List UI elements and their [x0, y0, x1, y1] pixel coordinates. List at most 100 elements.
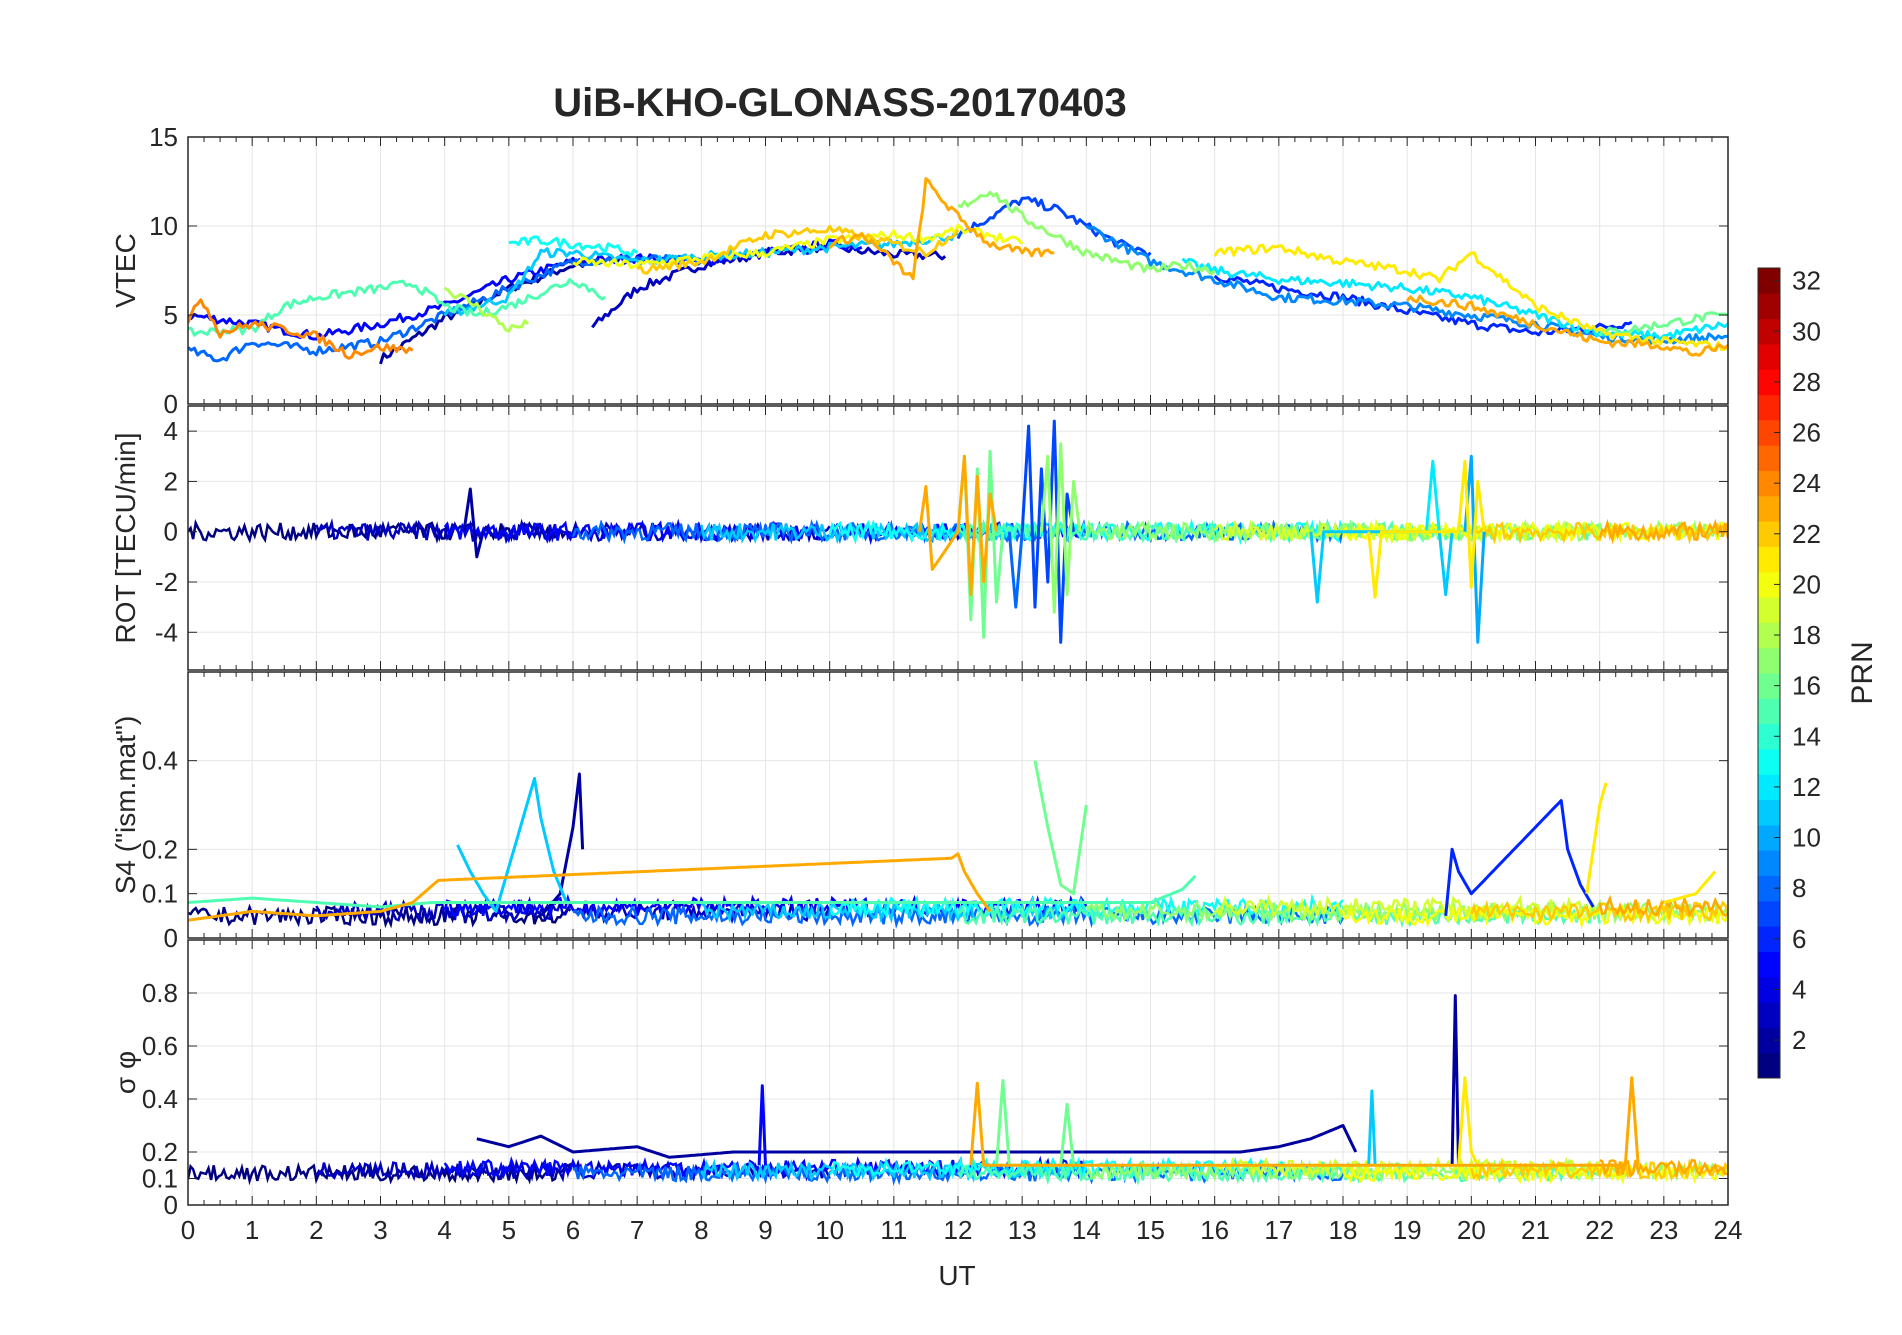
colorbar-cell [1758, 799, 1780, 826]
colorbar-cell [1758, 343, 1780, 370]
series-line-prn-7 [956, 196, 1152, 258]
series-line-prn-8 [1007, 531, 1024, 609]
baseline-trace [828, 518, 1345, 546]
y-axis-label: σ φ [110, 1051, 141, 1094]
chart-title: UiB-KHO-GLONASS-20170403 [553, 81, 1127, 125]
baseline-trace [1341, 518, 1728, 545]
x-tick-label: 13 [1008, 1215, 1037, 1245]
colorbar-cell [1758, 318, 1780, 345]
colorbar-tick-label: 14 [1792, 721, 1821, 751]
colorbar-cell [1758, 419, 1780, 446]
colorbar-tick-label: 18 [1792, 620, 1821, 650]
y-tick-label: 0.1 [142, 1164, 178, 1194]
colorbar-tick-label: 10 [1792, 823, 1821, 853]
baseline-trace [1213, 518, 1601, 546]
colorbar-tick-label: 32 [1792, 266, 1821, 296]
colorbar-cell [1758, 495, 1780, 522]
colorbar-cell [1758, 445, 1780, 471]
y-axis-label: S4 ("ism.mat") [110, 716, 141, 895]
colorbar-cell [1758, 1002, 1780, 1028]
baseline-trace [1598, 518, 1728, 545]
colorbar-tick-label: 30 [1792, 316, 1821, 346]
y-tick-label: 10 [149, 211, 178, 241]
colorbar-cell [1758, 369, 1780, 396]
series-line-prn-17 [1039, 442, 1082, 614]
x-tick-label: 19 [1393, 1215, 1422, 1245]
colorbar-cell [1758, 268, 1780, 294]
series-line-prn-21 [1367, 459, 1486, 599]
baseline-trace [700, 1158, 1088, 1184]
colorbar-cell [1758, 850, 1780, 876]
series-group [188, 419, 1728, 644]
y-tick-label: -2 [155, 567, 178, 597]
series-group [188, 994, 1728, 1187]
series-line-prn-17 [957, 190, 1216, 276]
colorbar-frame [1757, 267, 1781, 1079]
series-line-prn-13 [508, 235, 639, 258]
colorbar-tick-label: 2 [1792, 1025, 1806, 1055]
colorbar-cell [1758, 293, 1780, 320]
y-tick-label: 0.4 [142, 746, 178, 776]
x-tick-label: 14 [1072, 1215, 1101, 1245]
series-line-prn-11 [1367, 1089, 1377, 1166]
x-tick-label: 4 [437, 1215, 451, 1245]
colorbar-cell [1758, 597, 1780, 623]
series-line-prn-21 [1663, 870, 1717, 904]
x-tick-label: 20 [1457, 1215, 1486, 1245]
series-line-prn-5 [757, 1084, 767, 1166]
x-tick-label: 12 [944, 1215, 973, 1245]
series-line-prn-23 [969, 1076, 1640, 1167]
colorbar-cell [1758, 976, 1780, 1003]
y-axis-label: VTEC [110, 233, 141, 308]
y-tick-label: 0.1 [142, 879, 178, 909]
x-tick-label: 7 [630, 1215, 644, 1245]
series-group [188, 177, 1728, 365]
colorbar-label: PRN [1846, 641, 1879, 704]
baseline-trace [957, 903, 1601, 929]
x-tick-label: 6 [566, 1215, 580, 1245]
colorbar-tick-label: 28 [1792, 367, 1821, 397]
series-line-prn-23 [918, 454, 998, 597]
x-tick-label: 18 [1329, 1215, 1358, 1245]
colorbar-cell [1758, 647, 1780, 674]
x-tick-label: 2 [309, 1215, 323, 1245]
series-line-prn-20 [572, 223, 1024, 270]
panel-sigma-phi: 00.10.20.40.60.8σ φ0 1 2 3 4 5 6 7 8 9 10 11 12 13 14 1… [110, 939, 1743, 1245]
x-tick-label: 17 [1264, 1215, 1293, 1245]
colorbar-tick-label: 6 [1792, 924, 1806, 954]
series-line-prn-21 [1213, 243, 1728, 352]
panel-rot: -4 -2 0 2 4 ROT [TECU/min] [110, 405, 1729, 671]
y-axis-label: ROT [TECU/min] [110, 432, 141, 643]
x-tick-label: 8 [694, 1215, 708, 1245]
y-tick-label: 0.8 [142, 978, 178, 1008]
series-line-prn-2 [1450, 994, 1460, 1166]
y-tick-label: 0 [164, 389, 178, 419]
series-line-prn-23 [1406, 294, 1728, 357]
x-tick-label: 15 [1136, 1215, 1165, 1245]
x-tick-label: 5 [502, 1215, 516, 1245]
series-line-prn-2 [462, 487, 485, 559]
y-tick-label: 0.2 [142, 834, 178, 864]
x-axis-label: UT [938, 1260, 975, 1291]
colorbar-tick-label: 12 [1792, 772, 1821, 802]
colorbar-cell [1758, 926, 1780, 952]
x-tick-label: 24 [1714, 1215, 1743, 1245]
colorbar-tick-label: 8 [1792, 873, 1806, 903]
colorbar-tick-label: 16 [1792, 671, 1821, 701]
colorbar-tick-label: 20 [1792, 569, 1821, 599]
x-tick-label: 16 [1200, 1215, 1229, 1245]
series-line-prn-21 [1585, 782, 1608, 894]
y-tick-label: 4 [164, 416, 178, 446]
colorbar-cell [1758, 521, 1780, 547]
colorbar-cell [1758, 394, 1780, 421]
series-line-prn-22 [636, 224, 960, 275]
y-tick-label: 0.2 [142, 1137, 178, 1167]
series-line-prn-6 [1444, 799, 1595, 916]
colorbar-cell [1758, 900, 1780, 927]
colorbar-cell [1758, 1052, 1780, 1079]
colorbar-cell [1758, 748, 1780, 775]
